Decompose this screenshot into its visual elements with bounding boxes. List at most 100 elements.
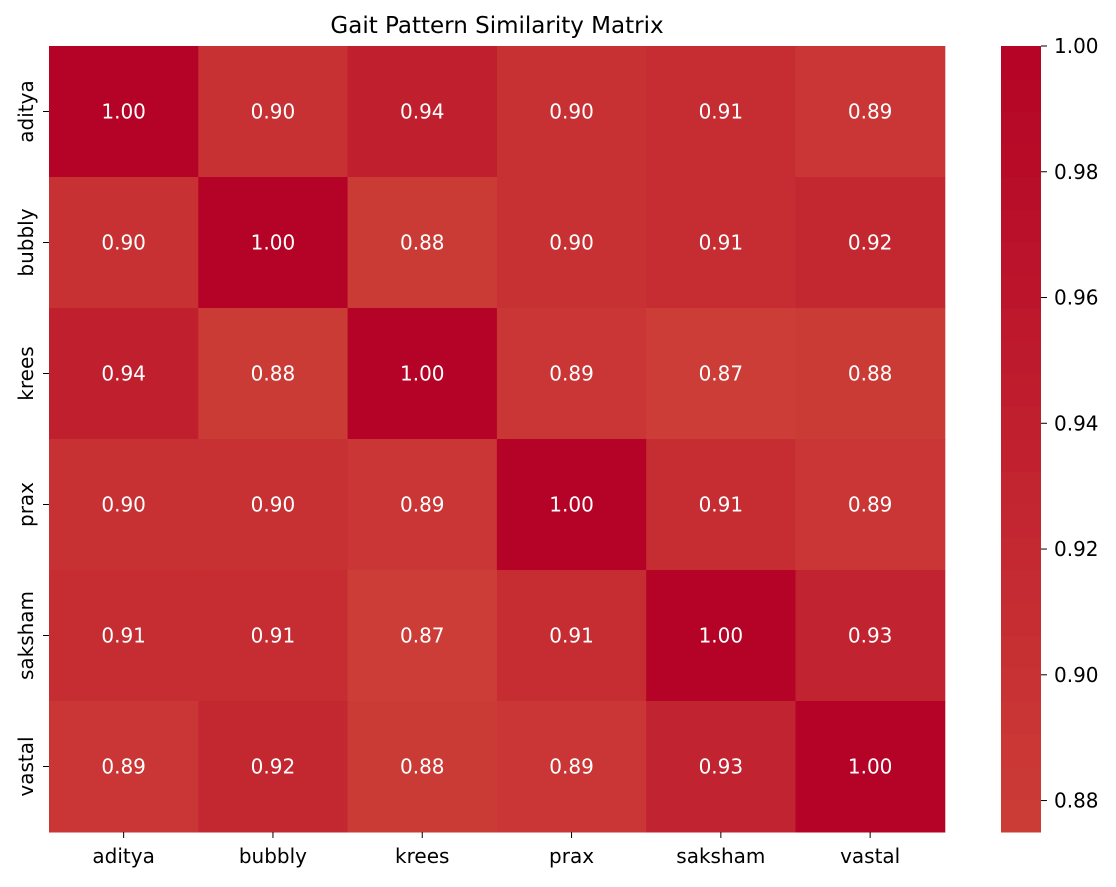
heatmap-cell-saksham-bubbly bbox=[198, 570, 349, 702]
x-tick-label: prax bbox=[549, 844, 594, 868]
heatmap-cell-aditya-aditya bbox=[49, 46, 199, 178]
colorbar-segment bbox=[1001, 209, 1041, 243]
colorbar-segment bbox=[1001, 242, 1041, 276]
colorbar-segment bbox=[1001, 46, 1041, 80]
colorbar-tick-label: 1.00 bbox=[1054, 34, 1099, 58]
x-tick-label: vastal bbox=[840, 844, 900, 868]
cell-value-label: 0.91 bbox=[699, 100, 744, 124]
heatmap-cell-vastal-saksham bbox=[646, 701, 796, 833]
colorbar-tick-label: 0.96 bbox=[1054, 286, 1099, 310]
heatmap-cell-krees-bubbly bbox=[198, 308, 349, 440]
heatmap-cell-vastal-krees bbox=[347, 701, 498, 833]
colorbar-segment bbox=[1001, 668, 1041, 702]
heatmap-cell-saksham-saksham bbox=[646, 570, 796, 702]
y-tick-label: aditya bbox=[14, 80, 38, 142]
heatmap-cell-prax-saksham bbox=[646, 439, 796, 571]
colorbar-segment bbox=[1001, 799, 1041, 833]
cell-value-label: 0.89 bbox=[848, 493, 893, 517]
colorbar-segment bbox=[1001, 635, 1041, 669]
colorbar-tick-label: 0.90 bbox=[1054, 663, 1099, 687]
heatmap-cell-krees-krees bbox=[347, 308, 498, 440]
colorbar-tick-label: 0.94 bbox=[1054, 411, 1099, 435]
x-tick-label: aditya bbox=[92, 844, 154, 868]
heatmap-cell-saksham-prax bbox=[496, 570, 647, 702]
y-tick-label: krees bbox=[14, 346, 38, 400]
colorbar-tick-label: 0.92 bbox=[1054, 537, 1099, 561]
colorbar-tick-label: 0.98 bbox=[1054, 160, 1099, 184]
heatmap-cell-krees-vastal bbox=[795, 308, 946, 440]
colorbar-segment bbox=[1001, 373, 1041, 407]
chart-title: Gait Pattern Similarity Matrix bbox=[330, 13, 663, 39]
heatmap-cell-prax-prax bbox=[496, 439, 647, 571]
cell-value-label: 0.88 bbox=[848, 362, 893, 386]
colorbar-segment bbox=[1001, 471, 1041, 505]
heatmap-cell-vastal-bubbly bbox=[198, 701, 349, 833]
x-tick-label: saksham bbox=[676, 844, 765, 868]
cell-value-label: 1.00 bbox=[699, 624, 744, 648]
cell-value-label: 0.92 bbox=[251, 755, 296, 779]
heatmap-cell-aditya-saksham bbox=[646, 46, 796, 178]
cell-value-label: 0.91 bbox=[699, 493, 744, 517]
cell-value-label: 1.00 bbox=[400, 362, 445, 386]
heatmap-cell-prax-aditya bbox=[49, 439, 199, 571]
y-tick-label: vastal bbox=[14, 736, 38, 796]
colorbar-segment bbox=[1001, 766, 1041, 800]
cell-value-label: 0.88 bbox=[400, 231, 445, 255]
cell-value-label: 0.87 bbox=[699, 362, 744, 386]
heatmap-cells: 1.00 0.90 0.94 0.90 0.91 0.89 0.90 1.00 0.88 0.90… bbox=[49, 46, 946, 833]
cell-value-label: 0.89 bbox=[848, 100, 893, 124]
cell-value-label: 1.00 bbox=[549, 493, 594, 517]
cell-value-label: 0.91 bbox=[251, 624, 296, 648]
heatmap-cell-aditya-prax bbox=[496, 46, 647, 178]
heatmap-cell-saksham-krees bbox=[347, 570, 498, 702]
cell-value-label: 0.89 bbox=[400, 493, 445, 517]
colorbar-segment bbox=[1001, 340, 1041, 374]
heatmap-cell-saksham-vastal bbox=[795, 570, 946, 702]
heatmap-cell-prax-bubbly bbox=[198, 439, 349, 571]
colorbar-segment bbox=[1001, 111, 1041, 145]
colorbar-segment bbox=[1001, 177, 1041, 211]
colorbar-segment bbox=[1001, 406, 1041, 440]
cell-value-label: 0.90 bbox=[251, 100, 296, 124]
cell-value-label: 0.89 bbox=[549, 362, 594, 386]
colorbar-segment bbox=[1001, 537, 1041, 571]
cell-value-label: 0.90 bbox=[549, 100, 594, 124]
heatmap-cell-krees-aditya bbox=[49, 308, 199, 440]
heatmap-cell-aditya-krees bbox=[347, 46, 498, 178]
colorbar-segment bbox=[1001, 602, 1041, 636]
x-tick-label: krees bbox=[395, 844, 449, 868]
cell-value-label: 0.92 bbox=[848, 231, 893, 255]
heatmap-cell-vastal-prax bbox=[496, 701, 647, 833]
cell-value-label: 1.00 bbox=[848, 755, 893, 779]
heatmap-cell-vastal-aditya bbox=[49, 701, 199, 833]
heatmap-cell-bubbly-saksham bbox=[646, 177, 796, 309]
heatmap-cell-prax-krees bbox=[347, 439, 498, 571]
heatmap-cell-bubbly-aditya bbox=[49, 177, 199, 309]
colorbar-segment bbox=[1001, 144, 1041, 178]
y-tick-label: bubbly bbox=[14, 208, 38, 276]
cell-value-label: 0.88 bbox=[400, 755, 445, 779]
heatmap-cell-bubbly-bubbly bbox=[198, 177, 349, 309]
colorbar-tick-label: 0.88 bbox=[1054, 789, 1099, 813]
heatmap-cell-aditya-vastal bbox=[795, 46, 946, 178]
heatmap-cell-bubbly-prax bbox=[496, 177, 647, 309]
cell-value-label: 0.91 bbox=[101, 624, 146, 648]
cell-value-label: 0.89 bbox=[101, 755, 146, 779]
heatmap-cell-krees-saksham bbox=[646, 308, 796, 440]
cell-value-label: 0.94 bbox=[101, 362, 146, 386]
colorbar-segment bbox=[1001, 439, 1041, 473]
colorbar-segment bbox=[1001, 308, 1041, 342]
cell-value-label: 0.87 bbox=[400, 624, 445, 648]
cell-value-label: 0.91 bbox=[549, 624, 594, 648]
colorbar: 0.88 0.90 0.92 0.94 0.96 0.98 1.00 bbox=[1001, 34, 1099, 833]
cell-value-label: 0.88 bbox=[251, 362, 296, 386]
colorbar-segment bbox=[1001, 570, 1041, 604]
y-tick-label: saksham bbox=[14, 591, 38, 680]
cell-value-label: 1.00 bbox=[251, 231, 296, 255]
cell-value-label: 0.90 bbox=[101, 493, 146, 517]
colorbar-segment bbox=[1001, 733, 1041, 767]
heatmap-cell-vastal-vastal bbox=[795, 701, 946, 833]
heatmap-cell-aditya-bubbly bbox=[198, 46, 349, 178]
